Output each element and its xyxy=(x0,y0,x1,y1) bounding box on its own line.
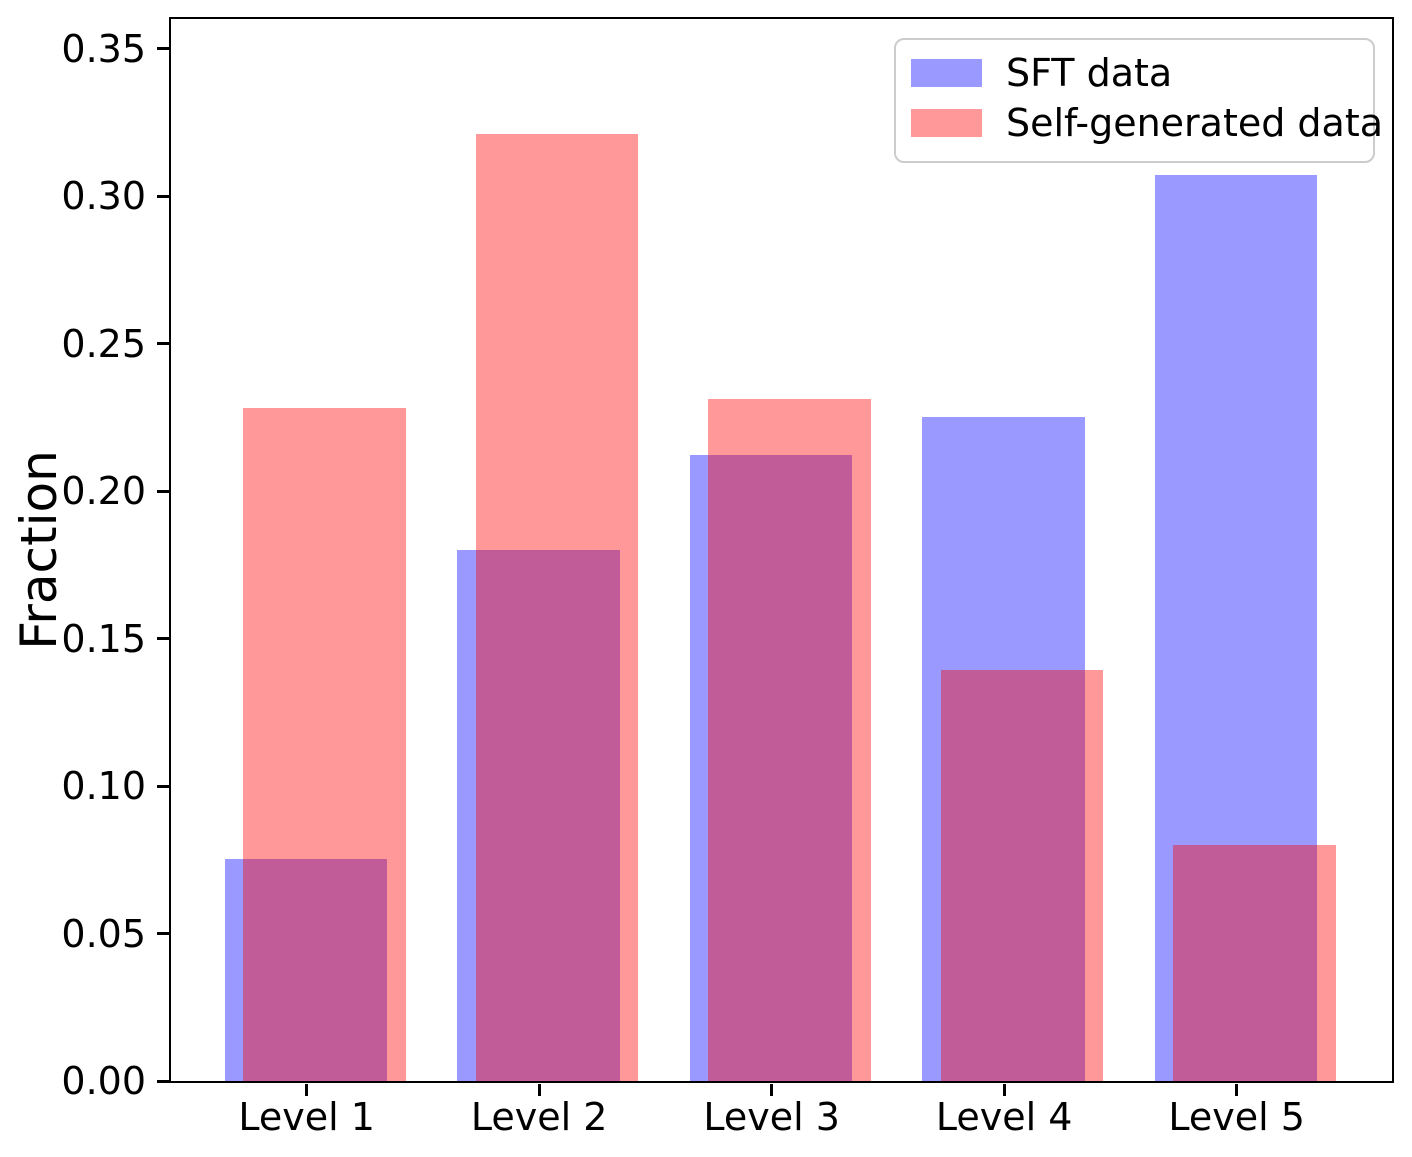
bar-self-generated-data-level-5 xyxy=(1173,844,1336,1081)
legend-swatch-self-generated-data xyxy=(911,109,982,137)
bar-sft-data-level-3 xyxy=(689,455,853,1081)
bar-self-generated-data-level-3 xyxy=(708,399,871,1081)
x-tick-label-level-1: Level 1 xyxy=(238,1095,375,1139)
legend-row-sft-data: SFT data xyxy=(896,48,1373,98)
legend-label-sft-data: SFT data xyxy=(1006,51,1173,95)
x-tick-mark-level-5 xyxy=(1235,1083,1239,1096)
y-tick-mark-0.25 xyxy=(156,342,169,345)
x-tick-label-level-4: Level 4 xyxy=(935,1095,1073,1139)
y-tick-mark-0.05 xyxy=(156,932,169,935)
legend-swatch-sft-data xyxy=(911,59,982,87)
y-tick-label-0.15: 0.15 xyxy=(61,616,146,661)
y-tick-label-0.05: 0.05 xyxy=(61,911,146,956)
legend-label-self-generated-data: Self-generated data xyxy=(1006,101,1384,145)
y-tick-label-0.30: 0.30 xyxy=(61,174,146,218)
legend: SFT data Self-generated data xyxy=(894,38,1383,163)
y-tick-label-0.25: 0.25 xyxy=(61,321,146,366)
bar-sft-data-level-5 xyxy=(1154,174,1318,1081)
y-tick-mark-0.20 xyxy=(156,489,169,493)
y-tick-mark-0.00 xyxy=(156,1079,169,1083)
y-tick-label-0.20: 0.20 xyxy=(61,469,146,513)
bar-sft-data-level-2 xyxy=(457,549,620,1081)
y-tick-mark-0.30 xyxy=(156,194,169,198)
x-tick-mark-level-2 xyxy=(537,1083,541,1096)
x-tick-label-level-3: Level 3 xyxy=(703,1095,840,1139)
x-tick-mark-level-1 xyxy=(305,1083,309,1096)
y-tick-mark-0.35 xyxy=(156,47,169,50)
x-tick-label-level-2: Level 2 xyxy=(470,1095,608,1139)
x-tick-label-level-5: Level 5 xyxy=(1168,1095,1305,1139)
y-tick-mark-0.15 xyxy=(156,637,169,640)
bar-self-generated-data-level-4 xyxy=(940,670,1104,1081)
y-tick-label-0.35: 0.35 xyxy=(61,26,146,71)
y-axis-label: Fraction xyxy=(10,450,68,650)
bar-sft-data-level-1 xyxy=(224,859,388,1081)
plot-area xyxy=(168,16,1394,1083)
y-tick-mark-0.10 xyxy=(156,784,169,788)
y-tick-label-0.10: 0.10 xyxy=(61,764,146,808)
bar-self-generated-data-level-1 xyxy=(243,407,406,1081)
y-tick-label-0.00: 0.00 xyxy=(61,1059,146,1103)
bar-sft-data-level-4 xyxy=(922,416,1085,1081)
legend-row-self-generated-data: Self-generated data xyxy=(896,98,1383,148)
x-tick-mark-level-3 xyxy=(770,1083,774,1096)
x-tick-mark-level-4 xyxy=(1002,1083,1006,1096)
bar-self-generated-data-level-2 xyxy=(475,133,639,1081)
